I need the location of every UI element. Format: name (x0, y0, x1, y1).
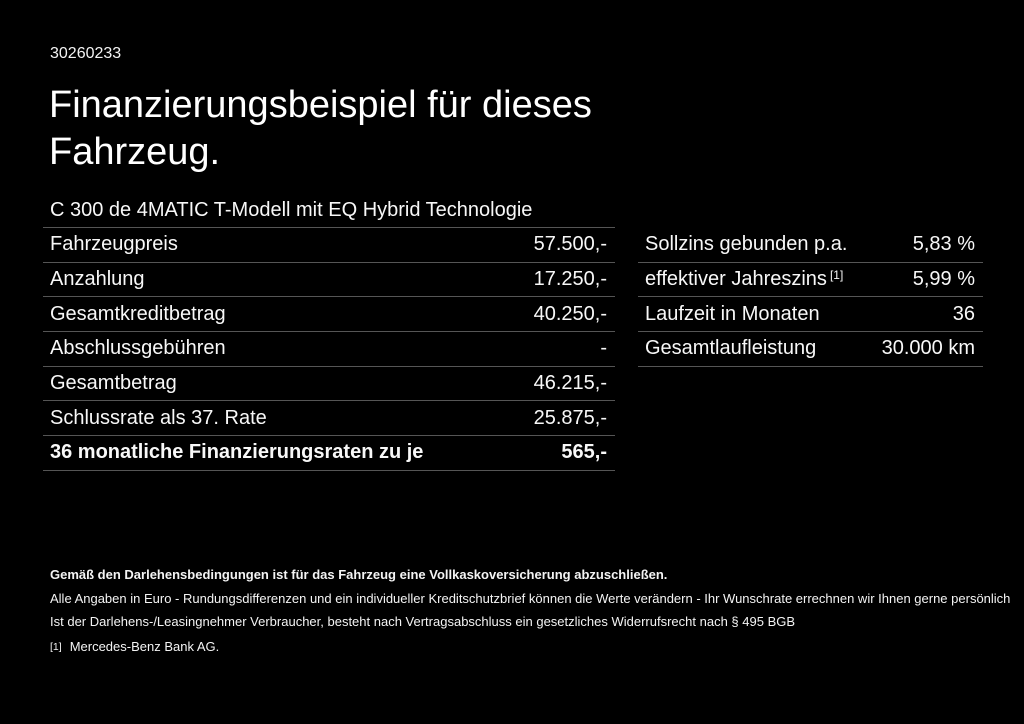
row-label: Gesamtbetrag (50, 372, 177, 395)
table-row-down-payment: Anzahlung 17.250,- (43, 263, 615, 298)
row-label: Sollzins gebunden p.a. (645, 233, 848, 256)
document-ref-number: 30260233 (50, 45, 122, 62)
row-label: Abschlussgebühren (50, 337, 226, 360)
row-label: Gesamtlaufleistung (645, 337, 817, 360)
table-row-total-credit: Gesamtkreditbetrag 40.250,- (43, 297, 615, 333)
withdrawal-note: Ist der Darlehens-/Leasingnehmer Verbrau… (50, 614, 796, 629)
table-row-closing-fees: Abschlussgebühren - (43, 332, 615, 367)
row-label: Fahrzeugpreis (50, 233, 178, 256)
row-label: Gesamtkreditbetrag (50, 302, 226, 325)
row-label-text: effektiver Jahreszins (645, 268, 827, 291)
row-label: Schlussrate als 37. Rate (50, 406, 267, 429)
footnote-marker: [1] (50, 640, 62, 653)
finance-table: C 300 de 4MATIC T-Modell mit EQ Hybrid T… (43, 193, 615, 471)
table-row-monthly-rate: 36 monatliche Finanzierungsraten zu je 5… (43, 436, 615, 471)
row-label: 36 monatliche Finanzierungsraten zu je (50, 441, 424, 464)
conditions-table: Sollzins gebunden p.a. 5,83 % effektiver… (638, 228, 983, 367)
row-value: 5,99 % (912, 268, 975, 291)
vehicle-model: C 300 de 4MATIC T-Modell mit EQ Hybrid T… (50, 198, 533, 221)
row-value: 5,83 % (912, 233, 975, 256)
footnote: [1] Mercedes-Benz Bank AG. (50, 635, 980, 660)
page-title: Finanzierungsbeispiel für dieses Fahrzeu… (49, 82, 592, 176)
disclaimer-note: Alle Angaben in Euro - Rundungsdifferenz… (50, 590, 1011, 606)
footnote-text: Mercedes-Benz Bank AG. (69, 638, 220, 654)
vehicle-model-row: C 300 de 4MATIC T-Modell mit EQ Hybrid T… (43, 193, 615, 228)
footnote-ref-marker: [1] (829, 268, 844, 283)
table-row-vehicle-price: Fahrzeugpreis 57.500,- (43, 228, 615, 263)
row-value: 17.250,- (533, 268, 607, 291)
row-value: 57.500,- (533, 233, 607, 256)
row-label: Laufzeit in Monaten (645, 302, 820, 325)
table-row-term-months: Laufzeit in Monaten 36 (638, 297, 983, 333)
row-label: Anzahlung (50, 268, 145, 291)
page-title-line-1: Finanzierungsbeispiel für dieses (49, 84, 592, 126)
row-value: 46.215,- (533, 372, 607, 395)
row-label: effektiver Jahreszins [1] (645, 268, 843, 291)
row-value: - (600, 337, 607, 360)
insurance-note: Gemäß den Darlehensbedingungen ist für d… (50, 567, 668, 582)
row-value: 565,- (561, 441, 607, 464)
table-row-effective-interest: effektiver Jahreszins [1] 5,99 % (638, 263, 983, 298)
table-row-final-installment: Schlussrate als 37. Rate 25.875,- (43, 401, 615, 437)
table-row-total-amount: Gesamtbetrag 46.215,- (43, 367, 615, 402)
table-row-total-mileage: Gesamtlaufleistung 30.000 km (638, 332, 983, 367)
table-row-nominal-interest: Sollzins gebunden p.a. 5,83 % (638, 228, 983, 263)
row-value: 40.250,- (533, 302, 607, 325)
legal-notes: Gemäß den Darlehensbedingungen ist für d… (50, 563, 1011, 660)
row-value: 25.875,- (533, 406, 607, 429)
page-title-line-2: Fahrzeug. (49, 131, 221, 173)
row-value: 36 (952, 302, 975, 325)
row-value: 30.000 km (881, 337, 975, 360)
